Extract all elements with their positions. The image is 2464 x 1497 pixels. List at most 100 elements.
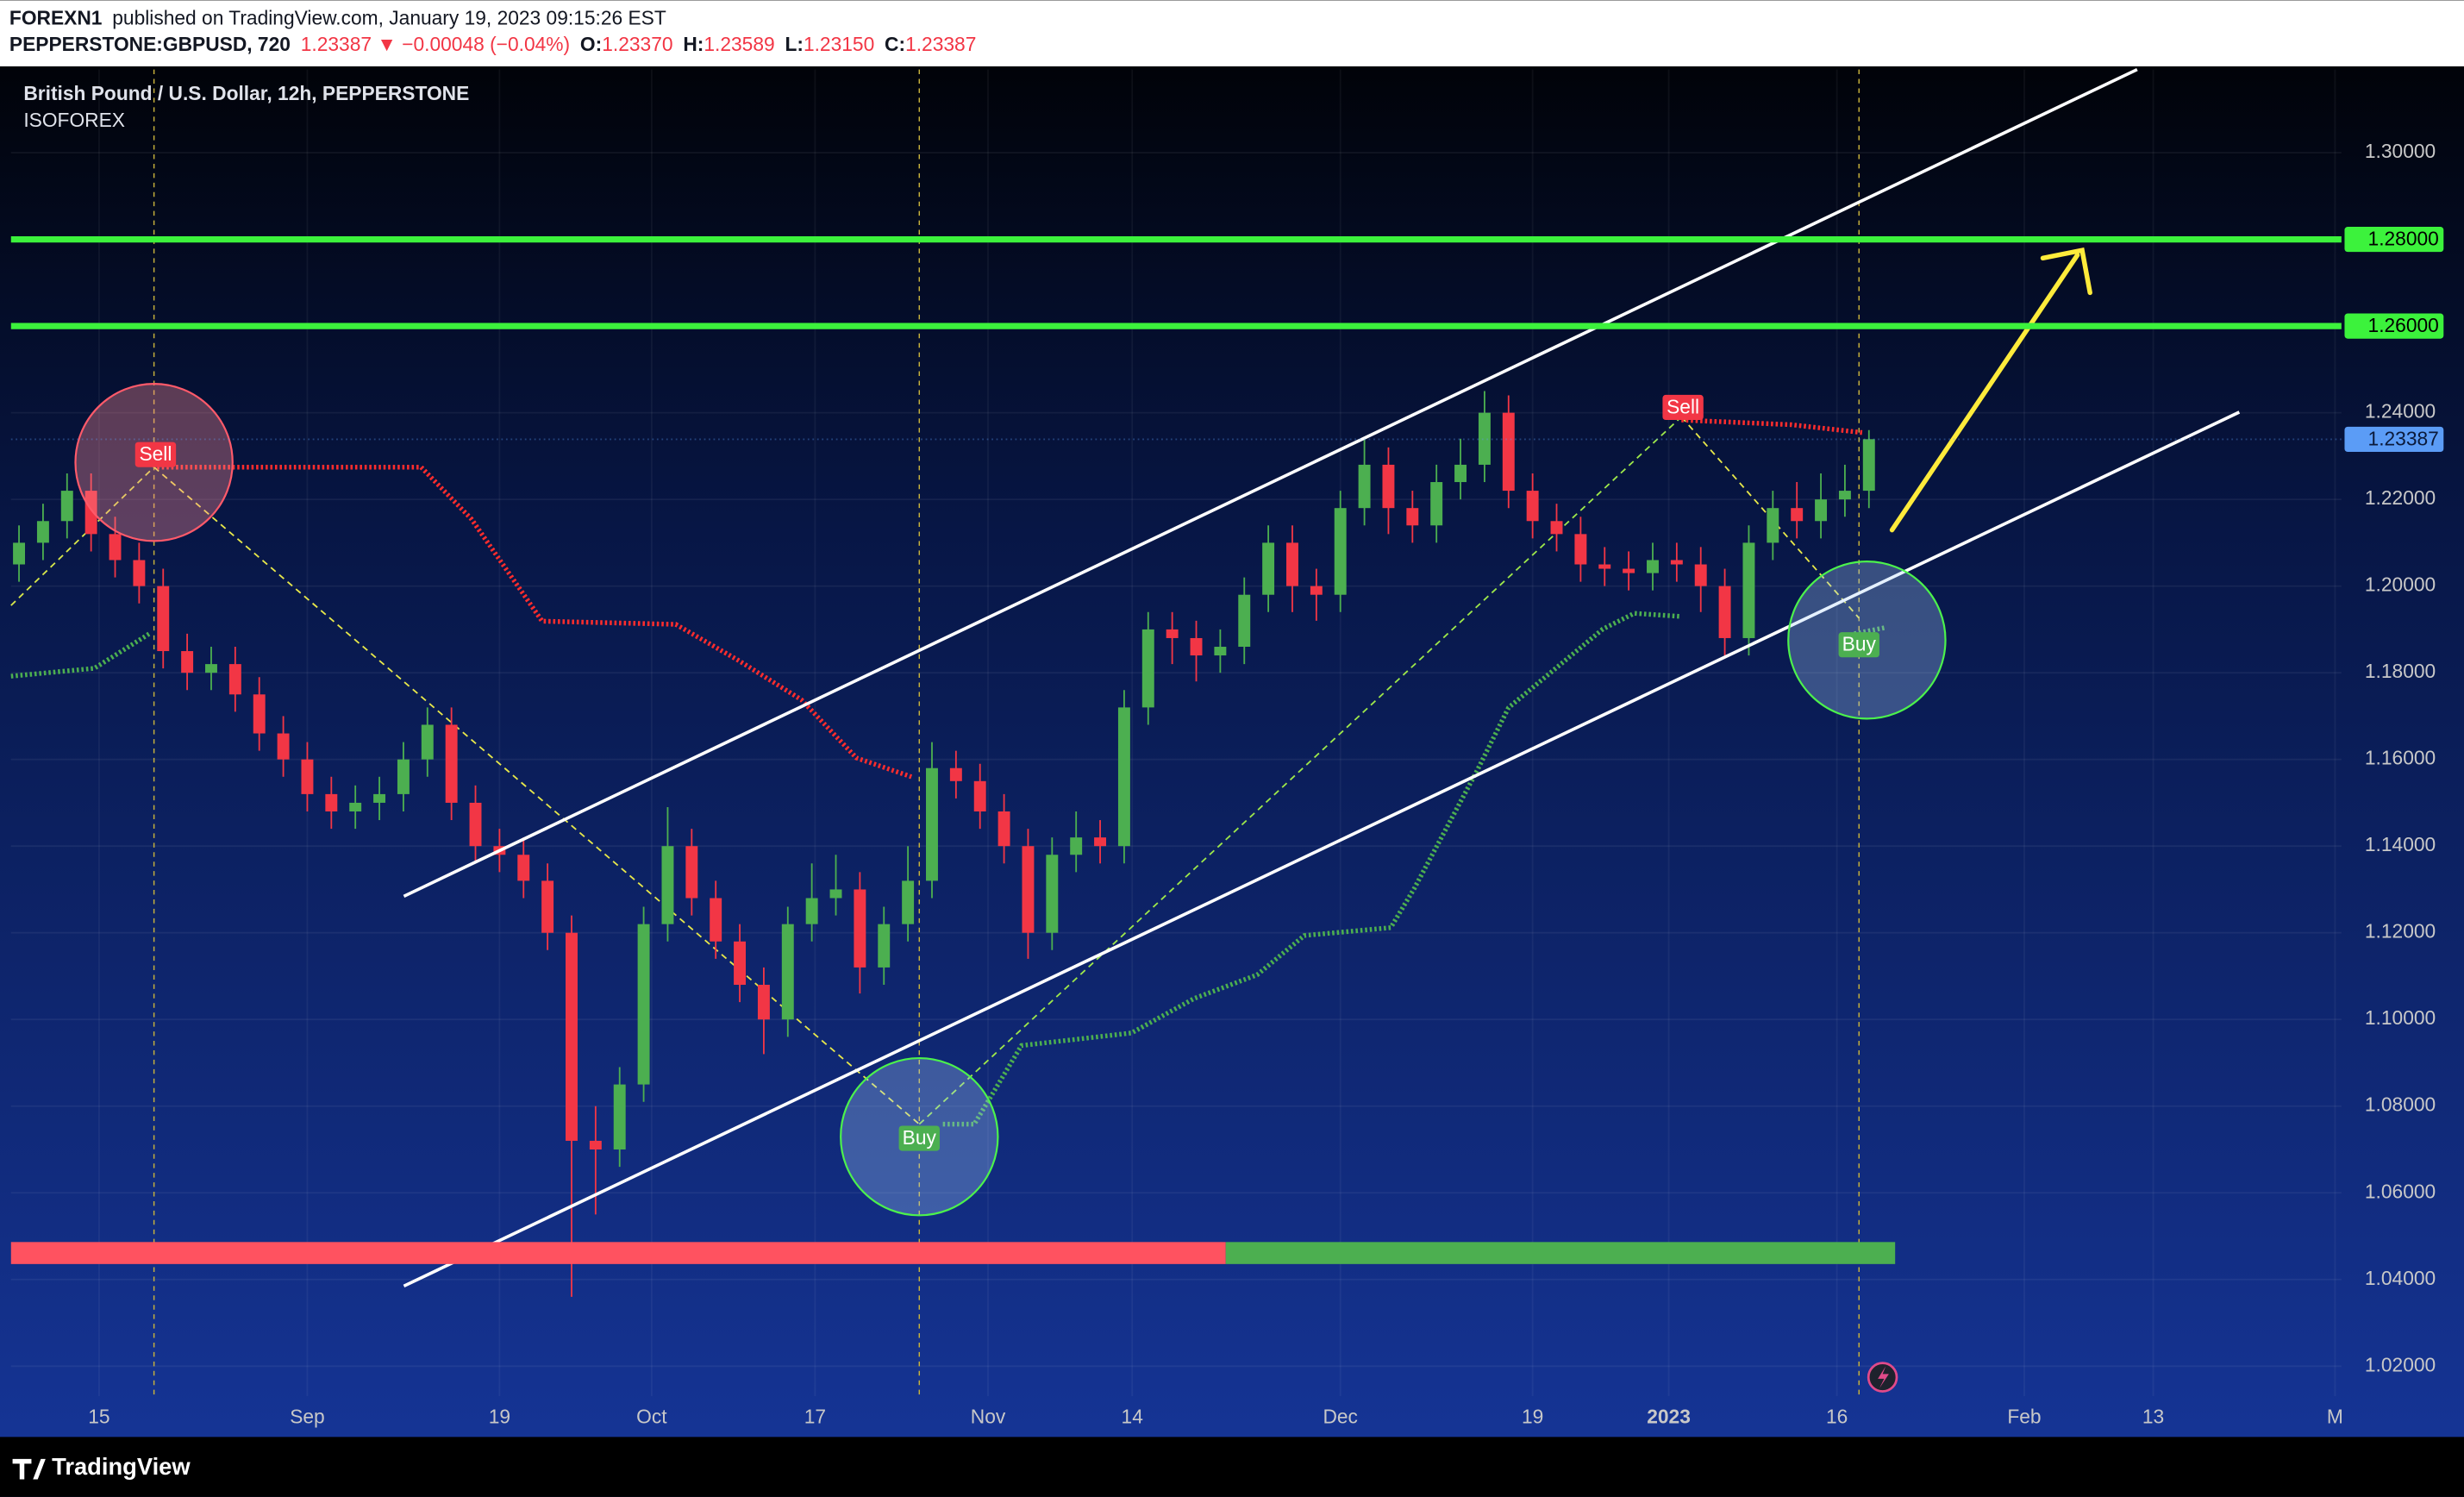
candle-body: [541, 880, 554, 933]
channel-upper: [403, 67, 2138, 898]
candle-body: [1838, 491, 1851, 500]
buy-badge: [898, 1125, 940, 1151]
candle-body: [228, 664, 241, 695]
candle-body: [1623, 568, 1635, 573]
candle-body: [1718, 586, 1731, 638]
x-tick-label: Nov: [971, 1405, 1006, 1427]
x-tick-label: Feb: [2007, 1405, 2041, 1427]
x-tick-label: 17: [804, 1405, 826, 1427]
candle-body: [1742, 542, 1755, 638]
ohlc-value: 1.23589: [704, 33, 774, 55]
sell-badge: [134, 442, 177, 467]
candle-body: [181, 651, 194, 673]
y-tick-label: 1.04000: [2365, 1267, 2436, 1289]
y-tick-label: 1.02000: [2365, 1353, 2436, 1375]
buy-label: Buy: [903, 1126, 937, 1149]
level-label: 1.28000: [2368, 228, 2439, 250]
candle-body: [829, 889, 842, 899]
x-tick-label: Oct: [636, 1405, 667, 1427]
candle-body: [1070, 837, 1083, 855]
candle-body: [325, 793, 338, 811]
x-tick-label: Sep: [290, 1405, 325, 1427]
sell-strip: [10, 1242, 1226, 1264]
y-tick-label: 1.12000: [2365, 920, 2436, 943]
candle-body: [1815, 499, 1828, 522]
y-tick-label: 1.30000: [2365, 140, 2436, 162]
sell-badge: [1662, 394, 1704, 421]
candle-body: [1862, 439, 1875, 492]
brand-name: TradingView: [52, 1453, 191, 1480]
candle-body: [1286, 542, 1298, 586]
candles: [13, 391, 1875, 1297]
candle-body: [1430, 482, 1443, 526]
candle-body: [973, 780, 986, 811]
x-tick-label: M: [2327, 1405, 2343, 1427]
ohlc-key: L:: [785, 33, 803, 55]
sell-trail: [1681, 417, 1863, 435]
candle-body: [1166, 629, 1179, 638]
chart-subtitle: ISOFOREX: [23, 109, 125, 131]
candle-body: [1526, 491, 1539, 522]
candle-body: [445, 724, 458, 803]
buy-strip: [1225, 1242, 1896, 1264]
candle-body: [1454, 464, 1467, 483]
footer-band: [0, 1437, 2464, 1497]
sell-label: Sell: [139, 442, 172, 465]
candle-body: [301, 759, 314, 794]
last-price-label: 1.23387: [2368, 427, 2439, 449]
x-tick-label: 19: [489, 1405, 510, 1427]
zigzag-leg: [918, 416, 1682, 1125]
candle-body: [710, 898, 722, 942]
candle-body: [1046, 855, 1059, 933]
candle-body: [854, 889, 866, 968]
buy-trail: [942, 611, 1682, 1127]
channel: [403, 67, 2241, 1288]
candle-body: [949, 767, 962, 781]
y-tick-label: 1.10000: [2365, 1006, 2436, 1029]
levels: 1.28000 1.26000 1.23387: [10, 227, 2444, 453]
ohlc-key: O:: [580, 33, 602, 55]
y-tick-label: 1.16000: [2365, 747, 2436, 769]
candle-body: [902, 880, 915, 924]
candle-body: [1382, 464, 1395, 509]
candle-body: [1791, 508, 1804, 522]
candle-body: [566, 932, 578, 1141]
zigzag-leg: [10, 467, 155, 606]
last-price-badge: [2344, 426, 2444, 453]
candle-body: [1550, 521, 1563, 535]
ohlc-key: H:: [683, 33, 704, 55]
candle-body: [60, 491, 73, 522]
candle-body: [373, 793, 386, 803]
candle-body: [1670, 560, 1683, 565]
candle-body: [1334, 508, 1347, 595]
candle-body: [734, 941, 747, 986]
published: published on TradingView.com, January 19…: [112, 6, 666, 28]
candle-body: [517, 855, 530, 881]
brand-logo: [12, 1458, 46, 1480]
candle-body: [397, 759, 410, 794]
x-tick-label: 2023: [1647, 1405, 1691, 1427]
candle-body: [757, 985, 770, 1020]
x-tick-label: 15: [88, 1405, 109, 1427]
candle-body: [1141, 629, 1154, 708]
y-tick-label: 1.20000: [2365, 573, 2436, 596]
flash-glyph: [1878, 1366, 1889, 1388]
ohlc-value: 1.23370: [602, 33, 672, 55]
candle-body: [1406, 508, 1419, 526]
candle-body: [109, 534, 122, 561]
candle-body: [253, 694, 266, 734]
symbol: PEPPERSTONE:GBPUSD, 720: [9, 33, 291, 55]
x-tick-label: 16: [1826, 1405, 1848, 1427]
candle-body: [613, 1084, 626, 1149]
candle-body: [1574, 534, 1587, 565]
level-badge: [2344, 227, 2444, 253]
candle-body: [421, 724, 434, 760]
candle-body: [878, 924, 891, 968]
arrow-head: [2040, 247, 2092, 296]
candle-body: [1214, 647, 1227, 656]
symbol-line: PEPPERSTONE:GBPUSD, 720 1.23387 ▼ −0.000…: [9, 33, 976, 55]
candle-body: [997, 811, 1010, 847]
candle-body: [1647, 560, 1659, 573]
